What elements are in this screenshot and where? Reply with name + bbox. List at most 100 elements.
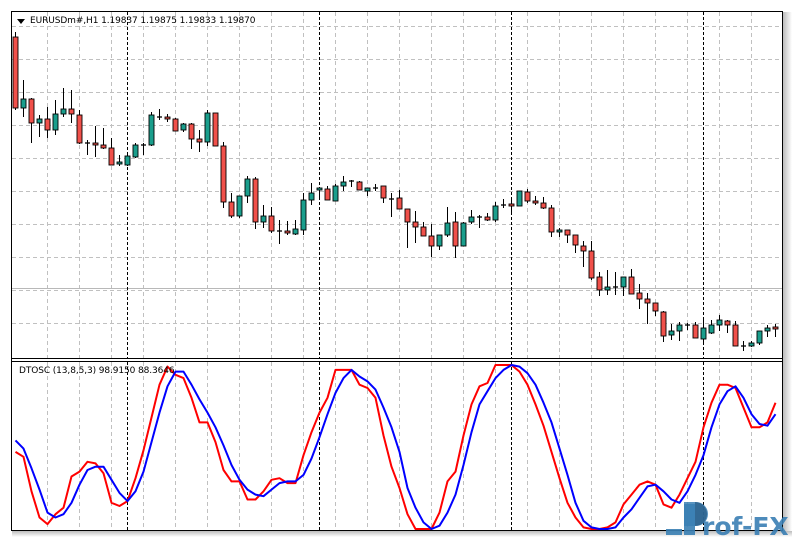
candle [444, 207, 451, 237]
candle-body-bull [516, 190, 523, 207]
candle [340, 176, 347, 191]
candle [685, 323, 690, 330]
candle [708, 320, 715, 334]
candle-body-bear [596, 276, 603, 291]
candle-body-bear [12, 36, 19, 109]
candle-body-bear [188, 123, 195, 140]
candle [12, 32, 19, 110]
candle [220, 142, 227, 208]
candle [172, 118, 179, 132]
candle [652, 302, 659, 316]
candle-body-bull [300, 199, 307, 231]
candle [212, 112, 219, 147]
candle-body-bear [380, 185, 387, 199]
candle-body-bull [204, 112, 211, 143]
candle-body-bear [220, 145, 227, 203]
candle [420, 222, 427, 237]
candle [277, 220, 282, 244]
candle-body-bull [436, 234, 443, 247]
candle [268, 207, 275, 233]
candle [660, 311, 667, 342]
candle [636, 284, 643, 309]
candle-body-bull [556, 229, 563, 233]
candle-body-bear [108, 147, 115, 166]
candle-body-bull [332, 185, 339, 202]
candle [604, 270, 611, 295]
candle-body-bear [572, 234, 579, 246]
candle [556, 228, 563, 237]
candle [764, 325, 771, 337]
candle [20, 80, 27, 117]
candle [668, 324, 675, 340]
candle [380, 185, 387, 203]
candle-body-bear [164, 116, 171, 120]
candle [700, 320, 707, 343]
candle [412, 211, 419, 243]
candle-body-bull [364, 187, 371, 192]
candle [468, 210, 475, 224]
candle [116, 155, 123, 166]
prof-fx-logo: rof-FX [666, 502, 789, 541]
candle-body-bull [668, 330, 675, 336]
oscillator-lines [14, 364, 777, 530]
candle-body-bull [124, 155, 131, 166]
logo-text: rof-FX [702, 512, 789, 541]
candle-body-bear [28, 98, 35, 124]
candle-body-bull [260, 215, 267, 223]
candle [68, 90, 75, 123]
candle-body-bear [100, 144, 107, 149]
candle-body-bear [92, 142, 99, 146]
candle [716, 315, 723, 331]
candle-body-bear [356, 181, 363, 191]
candle-body-bear [196, 138, 203, 143]
candle [396, 190, 403, 210]
candle [516, 190, 523, 207]
candle [157, 109, 162, 120]
candle-body-bear [588, 250, 595, 279]
candle [252, 177, 259, 229]
candle [748, 341, 755, 347]
candle [588, 241, 595, 280]
candle [308, 183, 315, 205]
candle-body-bear [548, 207, 555, 233]
candle [772, 324, 779, 337]
candle [436, 234, 443, 250]
window-shadow-right [783, 12, 792, 532]
candle [477, 215, 482, 228]
window-shadow-bottom [12, 531, 792, 537]
candle-body-bull [492, 205, 499, 221]
candle-body-bear [652, 302, 659, 312]
candle [284, 221, 291, 235]
candle-body-bull [60, 108, 67, 115]
candle-body-bear [428, 235, 435, 247]
candle [532, 196, 539, 205]
candle-body-bull [308, 192, 315, 201]
candle-body-bull [460, 222, 467, 247]
candle [580, 241, 587, 267]
candle-body-bull [132, 144, 139, 158]
dtosc-signal-line [14, 364, 777, 530]
candle [180, 123, 187, 132]
candle [85, 140, 90, 155]
candle [724, 320, 731, 333]
candle-body-bull [340, 181, 347, 187]
candle-body-bull [708, 324, 715, 334]
candle-body-bull [52, 113, 59, 131]
candle-body-bear [772, 326, 779, 330]
candle [196, 130, 203, 152]
candle-body-bear [212, 112, 219, 147]
candle [316, 187, 323, 197]
candle [741, 341, 746, 351]
candle [100, 128, 107, 149]
candle [389, 193, 394, 217]
candle-body-bull [244, 178, 251, 197]
indicator-label: DTOSC (13,8,5,3) 98.9150 88.3646 [19, 366, 175, 376]
candle [141, 143, 146, 155]
candle-body-bear [644, 298, 651, 304]
candle [540, 197, 547, 209]
candle [644, 293, 651, 324]
candle-body-bear [732, 324, 739, 347]
candle [548, 205, 555, 237]
chart-menu-triangle-icon[interactable] [17, 19, 25, 24]
